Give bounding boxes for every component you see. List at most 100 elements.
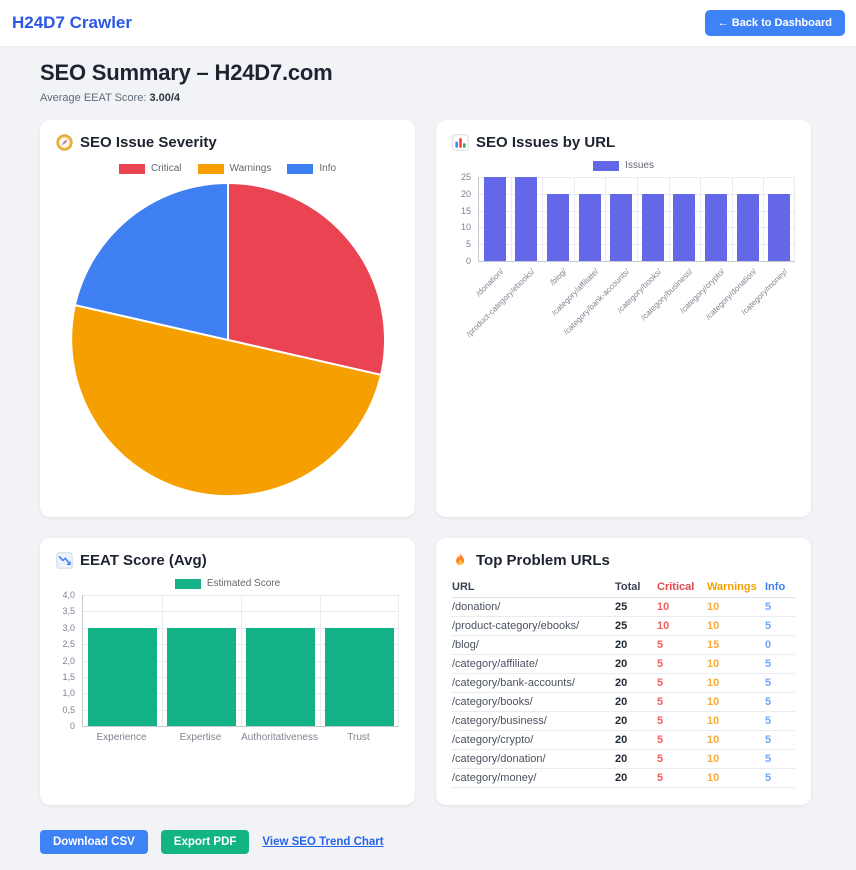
card-title-text: Top Problem URLs (476, 552, 610, 569)
bar-category-business (673, 193, 696, 261)
cell-total: 20 (615, 715, 628, 727)
gridline (241, 595, 242, 726)
legend-label: Estimated Score (206, 578, 281, 589)
issues-bar-chart: Issues 25 20 15 10 5 0 /donation//product-cat… (452, 160, 795, 339)
y-axis: 25 20 15 10 5 0 (452, 172, 478, 266)
y-tick-label: 3,0 (62, 622, 75, 633)
severity-card: SEO Issue Severity Critical Warnings Info (40, 120, 415, 517)
header-critical: Critical (657, 581, 695, 593)
legend-swatch (197, 163, 224, 174)
y-tick-label: 1,5 (62, 671, 75, 682)
cards-grid: SEO Issue Severity Critical Warnings Info … (40, 120, 811, 805)
legend-label: Info (319, 163, 337, 174)
table-row: /category/business/20 5 10 5 (452, 712, 795, 731)
cell-total: 20 (615, 772, 628, 784)
y-axis: 4,0 3,5 3,0 2,5 2,0 1,5 1,0 0,5 0 (56, 590, 82, 731)
bar-blog (546, 193, 570, 261)
cell-critical: 5 (657, 677, 664, 689)
plot-area (82, 595, 399, 727)
pie-slice-warnings (69, 303, 382, 498)
cell-url: /blog/ (452, 639, 479, 651)
legend-label: Critical (150, 163, 182, 174)
gridline (162, 595, 163, 726)
legend-item-warnings[interactable]: Warnings (197, 163, 272, 174)
top-problem-urls-card: Top Problem URLs URL Total Critical Warn… (436, 538, 811, 805)
gridline (542, 177, 544, 261)
x-tick-label: Expertise (179, 732, 222, 743)
cell-critical: 5 (657, 658, 664, 670)
legend-swatch (174, 578, 201, 589)
cell-total: 20 (615, 734, 628, 746)
app-brand: H24D7 Crawler (12, 13, 133, 32)
eeat-average-label: Average EEAT Score: (40, 92, 147, 104)
cell-total: 25 (615, 601, 628, 613)
cell-critical: 5 (657, 696, 664, 708)
export-pdf-button[interactable]: Export PDF (160, 830, 250, 854)
chart-decreasing-icon (56, 552, 73, 569)
bar-experience (88, 627, 157, 726)
x-tick-label: Trust (347, 732, 370, 743)
view-seo-trend-link[interactable]: View SEO Trend Chart (262, 836, 384, 848)
legend-label: Warnings (229, 163, 272, 174)
legend-item-info[interactable]: Info (287, 163, 336, 174)
bar-donation (483, 177, 506, 261)
cell-warnings: 10 (707, 601, 720, 613)
cell-info: 5 (765, 677, 772, 689)
cell-info: 5 (765, 734, 772, 746)
cell-total: 20 (615, 696, 628, 708)
cell-warnings: 15 (707, 639, 720, 651)
pie-legend: Critical Warnings Info (56, 163, 399, 174)
cell-total: 20 (615, 658, 628, 670)
back-to-dashboard-button[interactable]: ← Back to Dashboard (704, 10, 845, 36)
fire-icon (456, 553, 465, 566)
cell-url: /category/books/ (452, 696, 533, 708)
cell-total: 25 (615, 620, 628, 632)
header-warnings: Warnings (707, 581, 757, 593)
cell-warnings: 10 (707, 753, 720, 765)
gridline (573, 177, 575, 261)
y-tick-label: 4,0 (62, 590, 75, 600)
y-tick-label: 1,0 (62, 688, 75, 699)
y-tick-label: 5 (465, 239, 471, 250)
y-tick-label: 25 (460, 172, 471, 182)
cell-critical: 5 (657, 734, 664, 746)
eeat-card-title: EEAT Score (Avg) (56, 552, 399, 569)
cell-critical: 5 (657, 753, 664, 765)
x-tick-label: /blog/ (548, 267, 569, 288)
x-axis: /donation//product-category/ebooks//blog… (465, 262, 795, 339)
pie-wrap (56, 181, 399, 499)
gridline (731, 177, 733, 261)
legend-swatch (287, 163, 314, 174)
bar-authoritativeness (246, 627, 315, 726)
table-row: /category/crypto/20 5 10 5 (452, 731, 795, 750)
bar-category-donation (736, 193, 759, 261)
gridline (637, 177, 638, 261)
chart-body: 25 20 15 10 5 0 (452, 172, 795, 266)
header-total: Total (615, 581, 641, 593)
header-url: URL (452, 581, 475, 593)
eeat-average-value: 3.00/4 (149, 92, 181, 104)
download-csv-button[interactable]: Download CSV (40, 830, 148, 854)
x-tick-label: /donation/ (473, 267, 506, 299)
bar-category-money (768, 193, 791, 261)
cell-info: 5 (765, 658, 772, 670)
page-title: SEO Summary – H24D7.com (40, 60, 333, 85)
legend-item-critical[interactable]: Critical (118, 163, 182, 174)
legend-label: Issues (625, 160, 654, 171)
bar-trust (325, 627, 394, 726)
x-axis: Experience Expertise Authoritativeness Trus… (82, 732, 399, 750)
legend-item-estimated-score[interactable]: Estimated Score (174, 578, 281, 589)
bar-category-affiliate (578, 193, 601, 261)
cell-total: 20 (615, 677, 628, 689)
cell-info: 5 (765, 620, 772, 632)
cell-url: /product-category/ebooks/ (452, 620, 580, 632)
card-title-text: SEO Issue Severity (80, 134, 217, 151)
x-tick-label: Authoritativeness (241, 732, 318, 743)
legend-item-issues[interactable]: Issues (593, 160, 654, 171)
bar-expertise (167, 627, 236, 726)
x-tick-label: Experience (96, 732, 147, 743)
table-header-row: URL Total Critical Warnings Info (452, 577, 795, 598)
cell-url: /category/bank-accounts/ (452, 677, 575, 689)
plot-area (478, 177, 795, 262)
card-title-text: SEO Issues by URL (476, 134, 616, 151)
